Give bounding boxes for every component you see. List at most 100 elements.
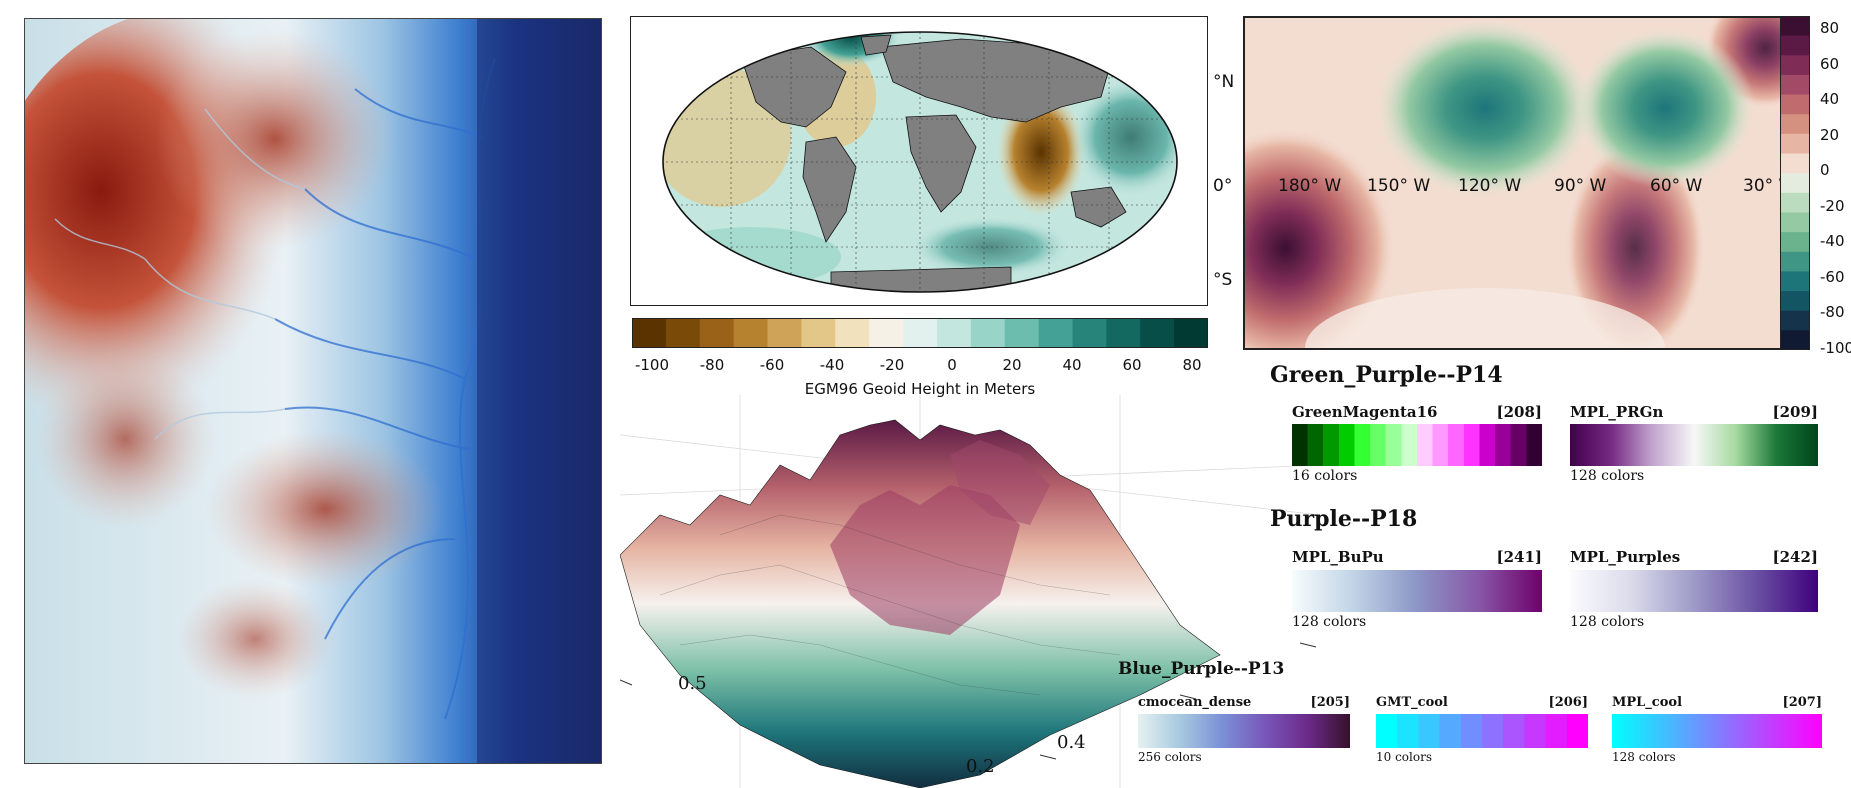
colormap-index: [208] <box>1496 403 1542 421</box>
colorbar-segment <box>869 318 904 348</box>
colorbar-segment <box>1780 310 1810 331</box>
colorbar-segment <box>1780 173 1810 194</box>
lon-label-120w: 120° W <box>1458 176 1522 196</box>
lat-label-north: °N <box>1213 72 1235 92</box>
colorbar-segment <box>632 318 667 348</box>
colormap-swatch-gmt-cool <box>1376 714 1588 748</box>
colorbar-tick-label: -100 <box>1820 338 1851 357</box>
colorbar-segment <box>1780 35 1810 56</box>
colormap-group-title: Green_Purple--P14 <box>1270 362 1503 388</box>
colormap-name: MPL_PRGn <box>1570 403 1664 421</box>
colormap-index: [209] <box>1772 403 1818 421</box>
colorbar-segment <box>1038 318 1073 348</box>
colormap-group-title: Purple--P18 <box>1270 506 1418 532</box>
colormap-name: MPL_Purples <box>1570 548 1681 566</box>
colorbar-segment <box>801 318 836 348</box>
colorbar-tick-label: -40 <box>1820 232 1845 250</box>
colormap-index: [206] <box>1548 695 1588 710</box>
colormap-swatch-mpl-cool <box>1612 714 1822 748</box>
anomaly-map-graphic <box>1245 18 1794 348</box>
colorbar-tick-label: 60 <box>1820 54 1840 73</box>
colorbar-tick-label: 80 <box>1182 356 1202 374</box>
colorbar-segment <box>1780 212 1810 233</box>
elevation-relief-map <box>24 18 602 764</box>
colorbar-segment <box>903 318 938 348</box>
colorbar-segment <box>936 318 972 348</box>
geoid-map-graphic <box>662 31 1178 293</box>
colorbar-segment <box>1780 232 1810 253</box>
colorbar-border <box>1780 16 1810 350</box>
colorbar-tick-label: -20 <box>879 356 905 374</box>
lon-label-30w: 30° W <box>1743 176 1781 196</box>
colorbar-tick-label: 40 <box>1062 356 1082 374</box>
colorbar-tick-label: 0 <box>947 356 957 374</box>
colorbar-tick-label: 0 <box>1820 161 1830 179</box>
colorbar-segment <box>1106 318 1141 348</box>
colorbar-tick-label: 20 <box>1002 356 1022 374</box>
colorbar-segment <box>1780 94 1810 115</box>
colorbar-segment <box>1780 330 1810 350</box>
geoid-colorbar-label: EGM96 Geoid Height in Meters <box>804 380 1036 398</box>
colormap-name: MPL_BuPu <box>1292 548 1384 566</box>
lat-label-south: °S <box>1213 270 1233 290</box>
colorbar-tick-label: 60 <box>1122 356 1142 374</box>
colormap-color-count: 16 colors <box>1292 468 1358 484</box>
colorbar-tick-label: 20 <box>1820 125 1840 144</box>
colormap-swatch-mpl-bupu <box>1292 570 1542 612</box>
lon-label-90w: 90° W <box>1554 176 1607 196</box>
colormap-swatch-greenmagenta16 <box>1292 424 1542 466</box>
colorbar-segment <box>1072 318 1107 348</box>
colorbar-segment <box>1140 318 1175 348</box>
anomaly-colorbar-graphic <box>1780 16 1810 350</box>
geoid-height-world-map <box>630 16 1208 306</box>
colorbar-segment <box>665 318 701 348</box>
geoid-colorbar-graphic <box>632 318 1208 348</box>
geoid-colorbar-ticks: -100 -80 -60 -40 -20 0 20 40 60 80 <box>632 356 1208 376</box>
surface-axis-tick-0-2: 0.2 <box>966 756 995 777</box>
colormap-color-count: 256 colors <box>1138 750 1202 764</box>
colorbar-segment <box>733 318 769 348</box>
colormap-name: GMT_cool <box>1376 695 1448 710</box>
colorbar-segment <box>1780 271 1810 292</box>
colorbar-segment <box>1780 153 1810 174</box>
terrain-3d-surface-plot <box>620 395 1320 788</box>
colormap-index: [242] <box>1772 548 1818 566</box>
colormap-name: cmocean_dense <box>1138 695 1252 710</box>
colormap-color-count: 10 colors <box>1376 750 1432 764</box>
colorbar-tick-label: -100 <box>634 356 670 374</box>
colorbar-segment <box>1780 55 1810 76</box>
colorbar-segment <box>835 318 870 348</box>
relief-map-graphic <box>25 19 601 763</box>
colormap-index: [241] <box>1496 548 1542 566</box>
colormap-color-count: 128 colors <box>1292 614 1367 630</box>
surface-axis-tick-0-5: 0.5 <box>678 673 707 694</box>
colormap-index: [207] <box>1782 695 1822 710</box>
colorbar-tick-label: -80 <box>699 356 725 374</box>
lon-label-60w: 60° W <box>1650 176 1703 196</box>
colorbar-tick-label: -60 <box>1820 267 1845 286</box>
colorbar-segment <box>1780 192 1810 213</box>
colormap-name: GreenMagenta16 <box>1292 403 1438 421</box>
colorbar-segment <box>767 318 802 348</box>
colormap-swatch-mpl-prgn <box>1570 424 1818 466</box>
colorbar-tick-label: -60 <box>759 356 785 374</box>
colormap-name: MPL_cool <box>1612 695 1683 710</box>
colorbar-segment <box>1004 318 1040 348</box>
colorbar-border <box>632 318 1208 348</box>
colorbar-tick-label: -80 <box>1820 303 1845 321</box>
colorbar-segment <box>1780 133 1810 155</box>
lon-label-180w: 180° W <box>1278 176 1342 196</box>
surface-axis-tick-0-4: 0.4 <box>1057 732 1086 753</box>
anomaly-contour-map <box>1243 16 1796 350</box>
colorbar-segment <box>699 318 735 348</box>
lon-label-150w: 150° W <box>1367 176 1431 196</box>
surface-plot-graphic <box>620 395 1320 788</box>
colorbar-segment <box>1174 318 1208 348</box>
colormap-swatch-cmocean-dense <box>1138 714 1350 748</box>
colormap-index: [205] <box>1310 695 1350 710</box>
colormap-group-title: Blue_Purple--P13 <box>1118 659 1285 679</box>
colormap-color-count: 128 colors <box>1570 614 1645 630</box>
colorbar-segment <box>1780 16 1810 37</box>
colorbar-segment <box>1780 291 1810 312</box>
colorbar-tick-label: 80 <box>1820 19 1840 37</box>
